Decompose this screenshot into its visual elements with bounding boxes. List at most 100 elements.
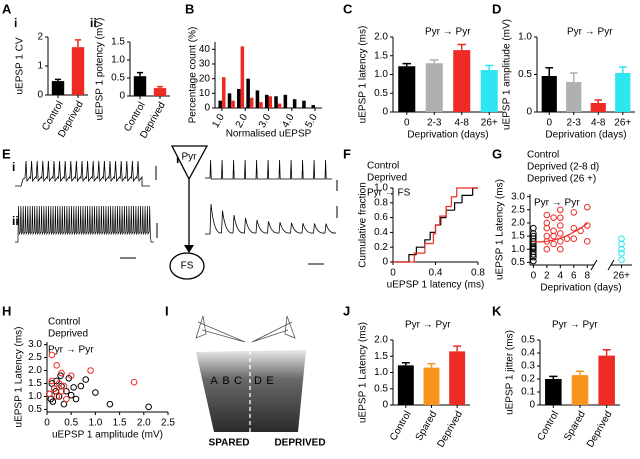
- bar: [302, 100, 306, 108]
- y-axis-label: uEPSP 1 jitter (ms): [505, 330, 516, 415]
- point: [48, 351, 56, 359]
- point: [557, 230, 564, 237]
- electrode: [195, 315, 246, 343]
- error-bar: [74, 39, 82, 48]
- y-axis-label: uEPSP 1 latency (ms): [358, 26, 369, 124]
- point: [550, 214, 557, 221]
- point: [543, 245, 551, 253]
- x-tick-label: 0: [390, 268, 396, 279]
- point: [618, 249, 625, 257]
- y-tick-label: 1.0: [374, 69, 388, 80]
- panel-label: E: [2, 146, 11, 161]
- x-axis-label: uEPSP 1 amplitude (mV): [52, 430, 163, 441]
- x-tick-label: 4-8: [591, 118, 606, 129]
- y-tick-label: 2.5: [511, 204, 525, 215]
- bar: [268, 96, 273, 108]
- bar: [277, 103, 282, 108]
- y-tick-label: 0.1: [521, 387, 535, 398]
- bar: [264, 94, 269, 108]
- bar: [571, 375, 589, 405]
- y-tick-label: 0: [37, 90, 43, 101]
- y-tick-label: 2.0: [374, 32, 388, 43]
- step-segment: [456, 187, 478, 197]
- point: [67, 372, 75, 380]
- panel-label: D: [492, 1, 501, 16]
- bar: [425, 63, 443, 112]
- bar: [255, 90, 260, 108]
- point: [55, 393, 63, 400]
- bar: [541, 76, 557, 112]
- x-tick-label: 4-8: [455, 118, 470, 129]
- error-bar: [569, 72, 578, 82]
- y-tick-label: 0.4: [374, 227, 388, 238]
- x-axis-label: Deprivation (days): [545, 130, 626, 141]
- bar: [398, 66, 416, 112]
- y-tick-label: 3.0: [511, 191, 525, 202]
- step-segment: [440, 217, 447, 225]
- x-tick-label: 3.0: [257, 112, 274, 130]
- legend-entry: Deprived (2-8 d): [527, 162, 599, 173]
- x-tick-label: 0: [44, 418, 50, 429]
- panel-label: I: [165, 303, 169, 318]
- axis-break: [590, 259, 598, 271]
- bar: [51, 81, 65, 95]
- error-bar: [457, 43, 467, 51]
- x-tick-label: 2.0: [137, 418, 151, 429]
- bar: [274, 96, 278, 108]
- point: [70, 384, 77, 391]
- error-bar: [602, 349, 611, 356]
- step-segment: [450, 196, 457, 207]
- y-axis-label: Cumulative fraction: [358, 182, 369, 268]
- point: [530, 257, 537, 265]
- x-tick-label: 2.0: [234, 112, 251, 130]
- point: [145, 403, 152, 411]
- region-label: A: [210, 375, 218, 387]
- x-axis-label: Normalised uEPSP: [226, 129, 312, 140]
- annotation: Pyr → FS: [367, 188, 411, 199]
- bar: [259, 102, 263, 108]
- step-segment: [461, 194, 473, 203]
- point: [46, 390, 53, 398]
- error-bar: [136, 71, 144, 77]
- x-tick-label: Spared: [414, 409, 440, 442]
- point: [570, 209, 578, 216]
- bar: [397, 365, 414, 405]
- arrow-head: [184, 245, 194, 253]
- electrode: [251, 315, 296, 343]
- bar: [453, 50, 471, 112]
- y-tick-label: 0.5: [28, 404, 42, 415]
- step-segment: [415, 246, 425, 255]
- legend-entry: Deprived: [367, 173, 407, 184]
- y-tick-label: 0: [526, 107, 532, 118]
- point: [583, 238, 591, 245]
- point: [87, 367, 94, 374]
- step-segment: [424, 242, 434, 254]
- point: [570, 235, 578, 243]
- legend-entry: Deprived: [48, 329, 88, 340]
- point: [50, 385, 58, 392]
- bar: [615, 73, 631, 112]
- bar: [566, 82, 582, 112]
- y-tick-label: 0: [119, 91, 125, 102]
- panel-label: C: [343, 1, 353, 16]
- legend-entry: Control: [527, 150, 559, 161]
- y-tick-label: 0.2: [374, 242, 388, 253]
- y-tick-label: 0.5: [111, 73, 125, 84]
- y-axis-label: uEPSP 1 Latency (ms): [14, 327, 25, 428]
- error-bar: [427, 362, 436, 368]
- y-tick-label: 0.4: [521, 348, 535, 359]
- point: [92, 389, 99, 396]
- bar: [227, 93, 232, 108]
- bar: [153, 88, 167, 96]
- point: [48, 377, 56, 385]
- point: [60, 400, 68, 408]
- x-tick-label: 0.4: [429, 268, 443, 279]
- y-tick-label: 1.5: [111, 37, 125, 48]
- point: [77, 382, 85, 390]
- step-segment: [434, 224, 440, 234]
- bar: [480, 70, 498, 112]
- y-tick-label: 0.5: [374, 88, 388, 99]
- trace: [15, 160, 150, 187]
- y-tick-label: 1.5: [374, 50, 388, 61]
